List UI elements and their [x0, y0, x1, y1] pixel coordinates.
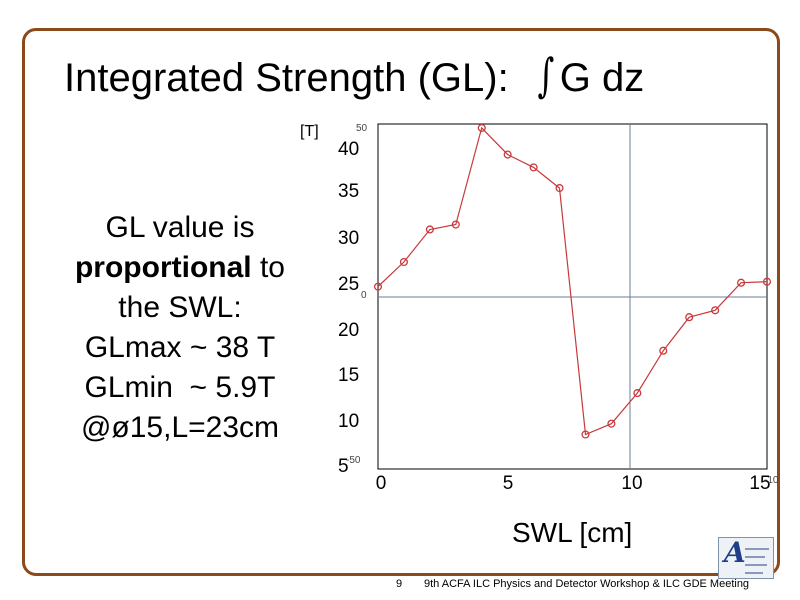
logo-line [745, 556, 765, 558]
inner-tick-label: -10 [764, 475, 779, 486]
data-point [503, 150, 512, 159]
footer-text: 9th ACFA ILC Physics and Detector Worksh… [424, 578, 750, 590]
series-line [377, 126, 768, 436]
summary-line-2: proportional to [40, 248, 320, 288]
y-tick-label: 20 [338, 320, 359, 341]
title-text: Integrated Strength (GL): [64, 56, 509, 100]
summary-line-2-rest: to [251, 251, 285, 284]
summary-line-3: the SWL: [118, 291, 242, 324]
summary-text: GL value is proportional to the SWL: GLm… [40, 208, 320, 448]
summary-line-4: GLmax ~ 38 T [84, 331, 276, 364]
data-point [762, 277, 772, 286]
y-tick-label: 10 [338, 411, 359, 432]
y-tick-label: 15 [338, 365, 359, 386]
y-tick-label: 40 [338, 139, 359, 160]
x-tick-label: 10 [621, 473, 642, 494]
inner-tick-label: -50 [346, 455, 361, 466]
acfa-logo: A [718, 536, 774, 579]
data-point [659, 346, 668, 355]
y-axis-unit-label: [T] [300, 123, 319, 140]
inner-tick-label: 50 [356, 123, 368, 134]
x-tick-label: 5 [503, 473, 514, 494]
data-point [633, 389, 642, 398]
summary-line-6: @ø15,L=23cm [80, 411, 280, 444]
summary-bold-word: proportional [74, 251, 252, 284]
inner-tick-label: 0 [361, 290, 367, 301]
data-point [373, 282, 383, 291]
x-tick-label: 0 [376, 473, 387, 494]
data-point [477, 123, 486, 132]
y-tick-label: 30 [338, 228, 359, 249]
slide-number: 9 [396, 578, 403, 590]
slide-title: Integrated Strength (GL): ∫ G dz [64, 48, 644, 102]
y-tick-label: 5 [338, 456, 349, 477]
data-point [425, 225, 434, 234]
summary-line-5: GLmin ~ 5.9T [84, 371, 276, 404]
summary-line-1: GL value is [105, 211, 255, 244]
logo-line [745, 548, 769, 550]
logo-line [745, 572, 763, 574]
x-axis-label: SWL [cm] [512, 517, 632, 548]
slide-frame [22, 28, 780, 576]
data-point [555, 184, 564, 193]
x-tick-label: 15 [749, 473, 770, 494]
y-tick-label: 35 [338, 181, 359, 202]
data-point [711, 306, 720, 315]
data-point [737, 278, 746, 287]
data-point [581, 430, 590, 439]
y-tick-label: 25 [338, 274, 359, 295]
logo-line [745, 564, 767, 566]
integral-symbol: ∫ [537, 48, 555, 102]
data-point [607, 419, 616, 428]
data-point [685, 313, 694, 322]
logo-letter: A [724, 536, 746, 569]
data-point [529, 163, 538, 172]
data-point [399, 257, 408, 267]
title-suffix: G dz [559, 56, 645, 100]
data-point [451, 220, 460, 229]
